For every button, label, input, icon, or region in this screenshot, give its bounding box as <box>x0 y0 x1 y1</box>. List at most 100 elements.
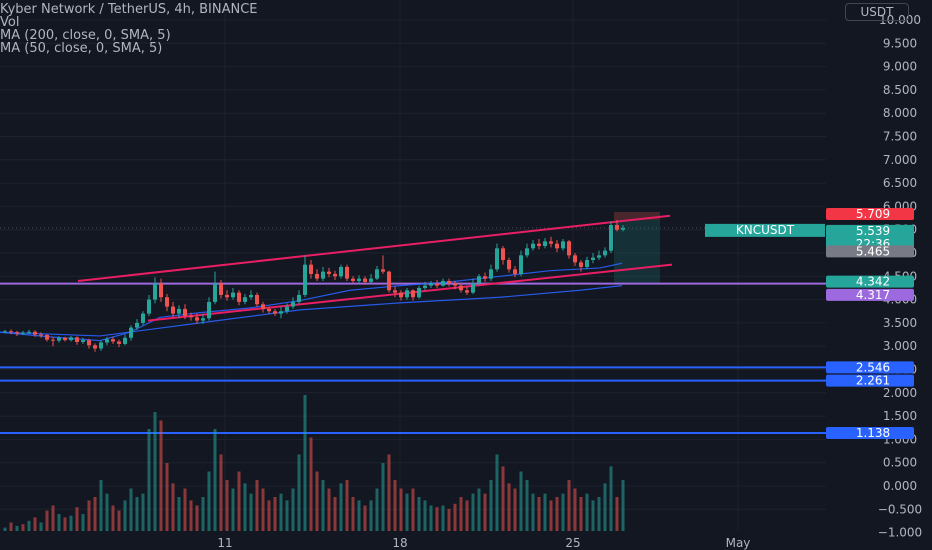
volume-bar <box>231 488 235 531</box>
volume-bar <box>537 497 541 531</box>
candle-body <box>519 255 523 274</box>
candle-body <box>159 283 163 298</box>
volume-bar <box>531 493 535 531</box>
volume-bar <box>399 488 403 531</box>
volume-bar <box>195 505 199 531</box>
volume-bar <box>219 454 223 531</box>
price-label-text: 5.465 <box>856 244 890 258</box>
candle-body <box>309 264 313 274</box>
candle-body <box>93 345 97 349</box>
y-tick-label: 8.000 <box>883 106 917 120</box>
candle-body <box>369 278 373 282</box>
volume-bar <box>291 488 295 531</box>
candle-body <box>465 290 469 293</box>
candle-body <box>81 340 85 343</box>
candle-body <box>327 271 331 274</box>
y-tick-label: 1.500 <box>883 409 917 423</box>
candle-body <box>39 334 43 336</box>
candle-body <box>165 297 169 307</box>
price-label-text: 4.317 <box>856 288 890 302</box>
volume-bar <box>141 493 145 531</box>
candle-body <box>63 337 67 341</box>
volume-bar <box>525 480 529 531</box>
candle-body <box>363 278 367 282</box>
price-label-box <box>826 374 914 387</box>
volume-bar <box>15 525 19 531</box>
candle-body <box>513 269 517 274</box>
volume-bar <box>597 497 601 531</box>
candle-body <box>315 273 319 279</box>
candle-body <box>459 285 463 291</box>
volume-bar <box>333 497 337 531</box>
candle-body <box>105 339 109 343</box>
volume-bar <box>255 480 259 531</box>
ma50-indicator-label[interactable]: MA (50, close, 0, SMA, 5) <box>0 41 163 56</box>
candle-body <box>225 294 229 298</box>
candle-body <box>573 255 577 263</box>
volume-bar <box>99 480 103 531</box>
ma200-indicator-label[interactable]: MA (200, close, 0, SMA, 5) <box>0 28 171 43</box>
volume-bar <box>309 437 313 531</box>
candle-body <box>357 278 361 281</box>
volume-bar <box>165 463 169 531</box>
volume-bar <box>459 497 463 531</box>
y-tick-label: 3.000 <box>883 339 917 353</box>
price-label-box <box>826 361 914 374</box>
candle-body <box>567 241 571 256</box>
candle-body <box>489 269 493 279</box>
volume-bar <box>501 466 505 531</box>
volume-bar <box>615 497 619 531</box>
candle-body <box>441 280 445 286</box>
candle-body <box>33 331 37 335</box>
candle-body <box>597 255 601 258</box>
volume-bar <box>387 454 391 531</box>
candle-body <box>537 243 541 247</box>
candle-body <box>273 311 277 314</box>
volume-bar <box>303 395 307 531</box>
y-tick-label: 0.000 <box>883 479 917 493</box>
volume-indicator-label[interactable]: Vol <box>0 15 20 30</box>
x-tick-label: 18 <box>392 536 407 550</box>
volume-bar <box>87 500 91 531</box>
volume-bar <box>375 488 379 531</box>
volume-bar <box>561 493 565 531</box>
volume-bar <box>57 514 61 531</box>
candle-body <box>69 337 73 341</box>
candle-body <box>171 306 175 314</box>
candle-body <box>507 259 511 270</box>
volume-bar <box>51 505 55 531</box>
candle-body <box>603 250 607 256</box>
candle-body <box>267 308 271 312</box>
candle-body <box>339 266 343 277</box>
volume-bar <box>123 500 127 531</box>
candle-body <box>207 301 211 319</box>
candle-body <box>57 337 61 341</box>
candle-body <box>447 280 451 284</box>
volume-bar <box>273 497 277 531</box>
candle-body <box>111 339 115 342</box>
candle-body <box>135 322 139 328</box>
y-tick-label: 6.500 <box>883 176 917 190</box>
volume-bar <box>3 527 7 531</box>
price-label-text: 5.709 <box>856 207 890 221</box>
candle-body <box>27 331 31 333</box>
candle-body <box>561 241 565 249</box>
ma200-line <box>0 285 623 337</box>
candle-body <box>345 266 349 279</box>
volume-bar <box>69 515 73 531</box>
volume-bar <box>423 500 427 531</box>
volume-bar <box>417 497 421 531</box>
candle-body <box>531 243 535 249</box>
volume-bar <box>483 493 487 531</box>
volume-bar <box>93 497 97 531</box>
volume-bar <box>393 480 397 531</box>
volume-bar <box>453 503 457 531</box>
symbol-title[interactable]: Kyber Network / TetherUS, 4h, BINANCE <box>0 2 258 17</box>
candle-body <box>387 271 391 291</box>
candle-body <box>585 259 589 267</box>
volume-bar <box>171 483 175 531</box>
volume-bar <box>189 500 193 531</box>
currency-button[interactable]: USDT <box>845 3 909 21</box>
volume-bar <box>579 497 583 531</box>
